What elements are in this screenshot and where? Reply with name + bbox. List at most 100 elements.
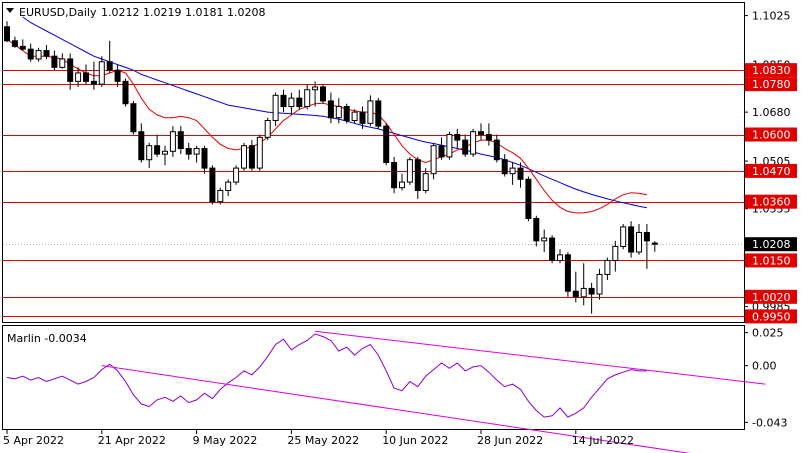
candle-body bbox=[193, 148, 200, 155]
moving-averages-layer bbox=[6, 16, 647, 214]
candle-body bbox=[343, 106, 350, 122]
candle-body bbox=[256, 136, 263, 169]
candle-body bbox=[177, 131, 184, 150]
candle-body bbox=[430, 145, 437, 175]
level-label: 1.0020 bbox=[752, 291, 791, 304]
candle-body bbox=[636, 231, 642, 253]
candle-body bbox=[620, 226, 627, 247]
candle-body bbox=[596, 273, 603, 295]
candle-body bbox=[154, 145, 161, 155]
date-tick-label: 25 May 2022 bbox=[287, 434, 359, 447]
candle-body bbox=[312, 86, 319, 91]
date-axis: 5 Apr 2022 21 Apr 2022 9 May 2022 25 May 20… bbox=[3, 429, 634, 447]
candle-body bbox=[4, 26, 10, 42]
candle-body bbox=[35, 50, 42, 60]
candle-body bbox=[628, 226, 635, 253]
candle-body bbox=[478, 131, 484, 136]
candles-layer bbox=[4, 21, 658, 314]
candle-body bbox=[557, 254, 563, 261]
candle-body bbox=[217, 189, 224, 203]
candle-body bbox=[588, 287, 595, 295]
level-label: 1.0150 bbox=[752, 254, 791, 267]
candle-body bbox=[138, 131, 145, 161]
date-tick-label: 9 May 2022 bbox=[193, 434, 258, 447]
oscillator-trendline bbox=[101, 365, 691, 453]
candle-body bbox=[470, 131, 477, 155]
candle-body bbox=[59, 58, 66, 68]
candle-body bbox=[549, 237, 556, 261]
level-label: 1.0470 bbox=[752, 165, 791, 178]
candle-body bbox=[90, 80, 97, 85]
candle-body bbox=[225, 181, 232, 191]
level-label-box bbox=[745, 289, 797, 304]
candle-body bbox=[604, 259, 611, 275]
price-axis: 1.10251.08501.06801.05051.03351.01500.99… bbox=[744, 10, 797, 324]
candle-body bbox=[185, 148, 192, 155]
candle-body bbox=[541, 237, 548, 242]
ma-fast-line bbox=[6, 38, 647, 214]
oscillator-tick-label: 0.00 bbox=[752, 360, 777, 373]
candle-body bbox=[509, 167, 516, 175]
candle-body bbox=[280, 94, 287, 108]
candle-body bbox=[169, 131, 176, 152]
candle-body bbox=[304, 89, 311, 108]
oscillator-tick-label: 0.025 bbox=[752, 327, 784, 340]
candle-body bbox=[43, 50, 50, 57]
candle-body bbox=[612, 245, 619, 261]
level-label-box bbox=[745, 309, 797, 324]
candle-body bbox=[335, 106, 342, 119]
level-label-box bbox=[745, 77, 797, 92]
candle-body bbox=[454, 134, 461, 141]
candle-body bbox=[327, 100, 334, 119]
candle-body bbox=[446, 134, 453, 158]
candle-body bbox=[201, 148, 208, 169]
ma-slow-line bbox=[22, 16, 647, 209]
candle-body bbox=[146, 145, 153, 161]
candle-body bbox=[11, 40, 18, 47]
current-price-label: 1.0208 bbox=[752, 238, 791, 251]
candle-body bbox=[114, 69, 121, 82]
candle-body bbox=[233, 167, 240, 183]
level-label-box bbox=[745, 63, 797, 78]
indicator-panel-frame bbox=[2, 325, 745, 430]
candle-body bbox=[241, 145, 247, 169]
date-tick-label: 14 Jul 2022 bbox=[572, 434, 634, 447]
candle-body bbox=[367, 100, 374, 124]
oscillator-axis: 0.025 0.00 -0.043 bbox=[744, 327, 787, 429]
candle-body bbox=[493, 139, 500, 161]
indicator-label: Marlin -0.0034 bbox=[7, 332, 87, 345]
candle-body bbox=[83, 72, 89, 82]
level-label: 0.9950 bbox=[752, 310, 791, 323]
candle-body bbox=[375, 100, 382, 127]
candle-body bbox=[122, 80, 129, 105]
candle-body bbox=[98, 61, 105, 85]
candle-body bbox=[643, 231, 650, 242]
level-label: 1.0600 bbox=[752, 129, 791, 142]
candle-body bbox=[383, 125, 390, 164]
candle-body bbox=[399, 181, 405, 189]
candle-body bbox=[533, 217, 540, 242]
price-tick-label: 1.0680 bbox=[752, 106, 791, 119]
collapse-triangle-icon[interactable] bbox=[6, 8, 14, 13]
candle-body bbox=[288, 97, 295, 108]
candle-body bbox=[462, 139, 469, 155]
date-tick-label: 10 Jun 2022 bbox=[382, 434, 448, 447]
candle-body bbox=[414, 159, 421, 191]
candle-body bbox=[272, 94, 279, 122]
candle-body bbox=[359, 111, 366, 124]
candle-body bbox=[525, 178, 532, 219]
candle-body bbox=[209, 167, 216, 203]
main-panel-frame bbox=[2, 2, 745, 323]
candle-body bbox=[320, 86, 326, 102]
level-label-box bbox=[745, 194, 797, 209]
date-tick-label: 28 Jun 2022 bbox=[477, 434, 543, 447]
candle-body bbox=[406, 159, 413, 183]
candle-body bbox=[517, 167, 524, 180]
candle-body bbox=[248, 145, 255, 169]
candle-body bbox=[438, 145, 445, 158]
symbol-label: EURUSD,Daily bbox=[19, 6, 97, 19]
candle-body bbox=[572, 290, 579, 298]
candle-body bbox=[351, 111, 358, 122]
candle-body bbox=[264, 120, 271, 138]
oscillator-trendline bbox=[315, 330, 766, 385]
